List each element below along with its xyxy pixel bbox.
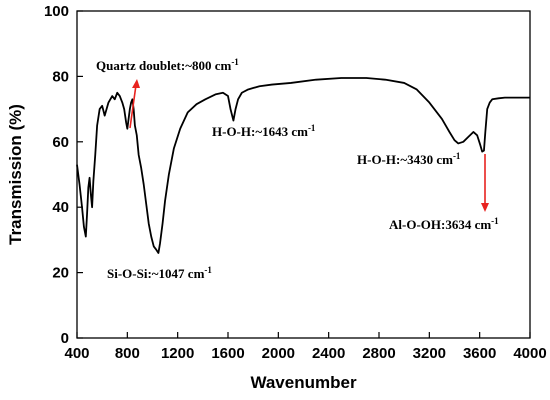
arrow-quartz-head bbox=[132, 79, 140, 88]
x-tick-label: 3200 bbox=[413, 345, 446, 362]
arrow-aloooh-head bbox=[481, 203, 489, 212]
x-tick-label: 400 bbox=[64, 345, 89, 362]
y-axis-title: Transmission (%) bbox=[6, 104, 25, 245]
y-tick-label: 20 bbox=[52, 265, 69, 282]
y-tick-label: 80 bbox=[52, 68, 69, 85]
plot-area-frame bbox=[76, 10, 531, 339]
x-axis: 400 800 1200 1600 2000 2400 2800 3200 3600 4000 bbox=[64, 332, 547, 362]
y-tick-label: 60 bbox=[52, 134, 69, 151]
y-axis: 0 20 40 60 80 100 bbox=[44, 3, 83, 347]
x-tick-label: 4000 bbox=[513, 345, 546, 362]
x-tick-label: 3600 bbox=[463, 345, 496, 362]
x-tick-label: 2000 bbox=[262, 345, 295, 362]
y-tick-label: 100 bbox=[44, 3, 69, 20]
x-tick-label: 1600 bbox=[211, 345, 244, 362]
annotation-sioSi-1047: Si-O-Si:~1047 cm-1 bbox=[107, 265, 212, 281]
annotation-hoh-3430: H-O-H:~3430 cm-1 bbox=[357, 151, 461, 167]
annotation-hoh-1643: H-O-H:~1643 cm-1 bbox=[212, 123, 316, 139]
annotation-aloooh-3634: Al-O-OH:3634 cm-1 bbox=[389, 216, 499, 232]
annotation-arrows bbox=[129, 79, 489, 212]
x-tick-label: 800 bbox=[115, 345, 140, 362]
x-tick-label: 2800 bbox=[362, 345, 395, 362]
x-tick-label: 1200 bbox=[161, 345, 194, 362]
annotation-quartz-doublet: Quartz doublet:~800 cm-1 bbox=[96, 57, 239, 73]
y-tick-label: 40 bbox=[52, 199, 69, 216]
y-tick-label: 0 bbox=[61, 330, 69, 347]
x-axis-title: Wavenumber bbox=[250, 373, 357, 392]
arrow-quartz bbox=[129, 84, 137, 129]
x-tick-label: 2400 bbox=[312, 345, 345, 362]
spectrum-line bbox=[76, 77, 530, 254]
